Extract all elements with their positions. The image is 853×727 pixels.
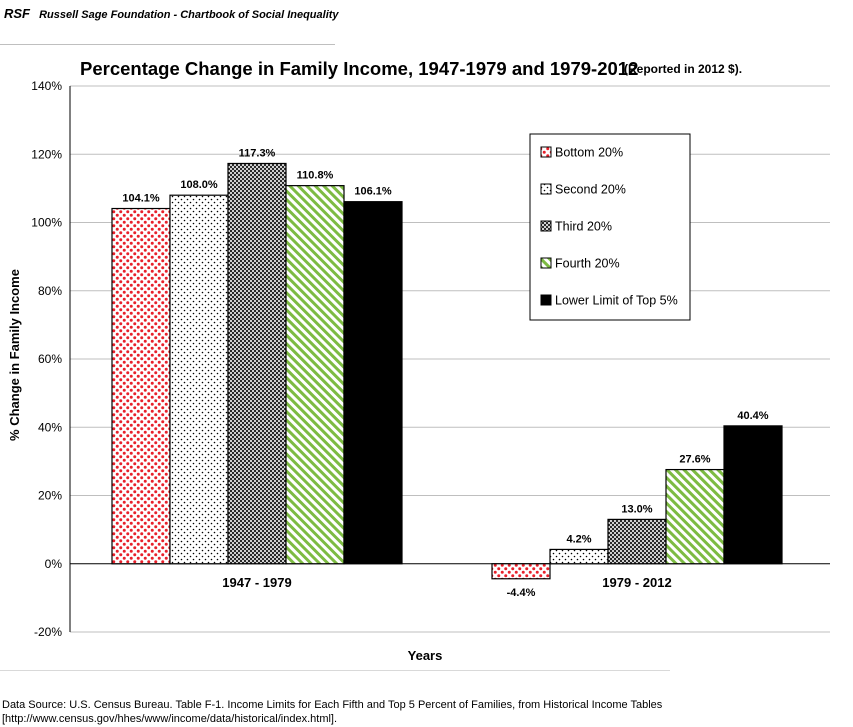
data-source-line-2: [http://www.census.gov/hhes/www/income/d… xyxy=(2,713,338,725)
bar-5-2 xyxy=(723,425,783,565)
y-tick-label: 40% xyxy=(38,420,62,434)
bar-3-2 xyxy=(607,518,667,565)
bar-5-1 xyxy=(343,201,403,565)
legend-box xyxy=(529,133,691,321)
legend-label: Fourth 20% xyxy=(555,257,620,271)
legend-swatch xyxy=(540,146,552,158)
header-title: Russell Sage Foundation - Chartbook of S… xyxy=(39,9,339,21)
legend-swatch xyxy=(540,257,552,269)
y-axis-label: % Change in Family Income xyxy=(7,269,22,441)
bar-value-label: 110.8% xyxy=(297,170,334,182)
bar-value-label: 106.1% xyxy=(354,186,392,198)
header: RSF Russell Sage Foundation - Chartbook … xyxy=(4,6,339,21)
x-category-label: 1979 - 2012 xyxy=(602,575,671,590)
bar-2-1 xyxy=(169,194,229,565)
chart-subtitle: (Reported in 2012 $). xyxy=(624,62,742,76)
bar-value-label: 108.0% xyxy=(180,179,218,191)
bar-value-labels: 104.1% 108.0% 117.3% 110.8% 106.1% -4.4% 4.2% 1… xyxy=(122,147,768,598)
legend: Bottom 20% Second 20% Third 20% Fourth 20% L… xyxy=(529,133,691,321)
legend-label: Second 20% xyxy=(555,183,626,197)
bar-value-label: -4.4% xyxy=(507,587,536,599)
bar-4-1 xyxy=(285,185,345,565)
footer-divider xyxy=(0,670,670,671)
header-abbr: RSF xyxy=(4,6,30,21)
y-tick-label: 0% xyxy=(45,557,63,571)
bar-value-label: 117.3% xyxy=(239,147,276,159)
header-divider xyxy=(0,44,335,45)
x-category-label: 1947 - 1979 xyxy=(222,575,291,590)
y-tick-label: 20% xyxy=(38,489,62,503)
y-tick-label: 100% xyxy=(31,216,62,230)
y-tick-label: 60% xyxy=(38,352,62,366)
data-source-line-1: Data Source: U.S. Census Bureau. Table F… xyxy=(2,699,663,711)
legend-label: Third 20% xyxy=(555,220,612,234)
y-tick-label: -20% xyxy=(34,625,62,639)
chart: Percentage Change in Family Income, 1947… xyxy=(7,58,830,663)
bar-value-label: 40.4% xyxy=(737,410,768,422)
bar-3-1 xyxy=(227,162,287,565)
x-axis-label: Years xyxy=(408,648,443,663)
bar-value-label: 27.6% xyxy=(679,454,710,466)
bar-2-2 xyxy=(549,548,609,565)
legend-label: Lower Limit of Top 5% xyxy=(555,294,678,308)
legend-swatch xyxy=(540,220,552,232)
legend-swatch xyxy=(540,183,552,195)
y-tick-label: 120% xyxy=(31,147,62,161)
bar-value-label: 104.1% xyxy=(122,193,160,205)
bar-1-2 xyxy=(491,563,551,580)
y-axis-tick-labels: -20% 0% 20% 40% 60% 80% 100% 120% 140% xyxy=(31,79,62,639)
data-source-note: Data Source: U.S. Census Bureau. Table F… xyxy=(2,698,842,726)
x-axis-category-labels: 1947 - 1979 1979 - 2012 xyxy=(222,575,671,590)
legend-label: Bottom 20% xyxy=(555,146,623,160)
bar-1-1 xyxy=(111,207,171,565)
bar-value-label: 13.0% xyxy=(621,503,652,515)
y-tick-label: 140% xyxy=(31,79,62,93)
y-tick-label: 80% xyxy=(38,284,62,298)
bar-4-2 xyxy=(665,468,725,565)
chart-title: Percentage Change in Family Income, 1947… xyxy=(80,58,638,79)
bar-value-label: 4.2% xyxy=(566,533,591,545)
bars xyxy=(111,162,783,580)
legend-swatch xyxy=(540,294,552,306)
